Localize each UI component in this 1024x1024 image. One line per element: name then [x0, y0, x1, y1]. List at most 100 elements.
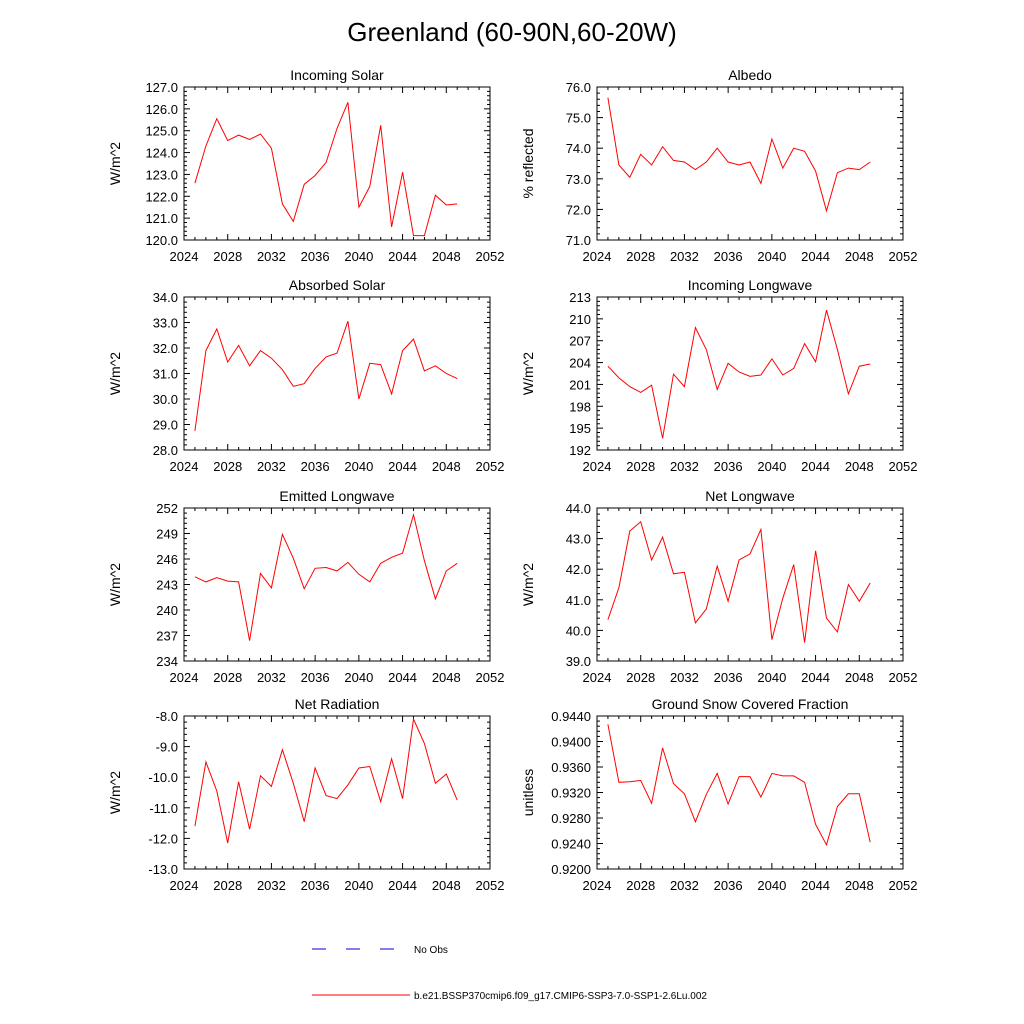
panel-8-xtick-label: 2040	[757, 878, 786, 893]
panel-7-ytick-label: -11.0	[149, 801, 178, 816]
panel-2-xtick-label: 2032	[670, 249, 699, 264]
panel-5-xtick-label: 2044	[388, 670, 417, 685]
panel-8-ytick-label: 0.9320	[551, 786, 591, 801]
panel-5-ytick-label: 243	[156, 578, 178, 593]
panel-6-xtick-label: 2036	[714, 670, 743, 685]
panel-1-title: Incoming Solar	[290, 67, 384, 83]
panel-5-xtick-label: 2052	[476, 670, 505, 685]
panel-7-xtick-label: 2048	[432, 878, 461, 893]
panel-7-xtick-label: 2040	[344, 878, 373, 893]
panel-6-xtick-label: 2028	[626, 670, 655, 685]
panel-5-xtick-label: 2032	[257, 670, 286, 685]
panel-2-ylabel: % reflected	[520, 128, 536, 198]
panel-3-xtick-label: 2028	[213, 459, 242, 474]
panel-4-series-line	[607, 309, 871, 439]
panel-7-xtick-label: 2044	[388, 878, 417, 893]
panel-2: 2024 2028 2032 2036 2040 2044 2048 2052 71.0 72.0…	[520, 67, 917, 264]
panel-4-ytick-label: 210	[569, 312, 591, 327]
panel-3-ytick-label: 28.0	[153, 443, 178, 458]
panel-7-xtick-label: 2028	[213, 878, 242, 893]
panel-7-ytick-label: -9.0	[156, 740, 178, 755]
panel-7-title: Net Radiation	[295, 696, 380, 712]
legend: No Obs b.e21.BSSP370cmip6.f09_g17.CMIP6-…	[312, 945, 707, 1002]
panel-4-xtick-label: 2036	[714, 459, 743, 474]
panel-4: 2024 2028 2032 2036 2040 2044 2048 2052 192 195 19…	[520, 277, 917, 474]
panel-1-frame	[183, 86, 491, 241]
panel-1-xtick-label: 2044	[388, 249, 417, 264]
panel-2-xtick-label: 2048	[845, 249, 874, 264]
panel-6: 2024 2028 2032 2036 2040 2044 2048 2052 39.0 40.0…	[520, 488, 917, 685]
panel-2-frame	[596, 86, 904, 241]
panel-3-xtick-label: 2040	[344, 459, 373, 474]
panel-8-series-line	[607, 724, 871, 847]
panel-1-xtick-label: 2024	[170, 249, 199, 264]
panel-6-ylabel: W/m^2	[520, 563, 536, 606]
panel-5-xtick-label: 2028	[213, 670, 242, 685]
panel-2-ytick-label: 73.0	[566, 172, 591, 187]
panel-3-xtick-label: 2024	[170, 459, 199, 474]
panel-1-ytick-label: 124.0	[145, 146, 178, 161]
panel-4-ytick-label: 213	[569, 290, 591, 305]
panel-1-xtick-label: 2048	[432, 249, 461, 264]
panel-5-ytick-label: 252	[156, 501, 178, 516]
panel-6-ytick-label: 39.0	[566, 654, 591, 669]
panel-3-xtick-label: 2032	[257, 459, 286, 474]
panel-5-ytick-label: 249	[156, 527, 178, 542]
panel-5-title: Emitted Longwave	[279, 488, 394, 504]
panel-1-series-line	[194, 102, 458, 237]
panel-7-xtick-label: 2036	[301, 878, 330, 893]
panel-3-ytick-label: 33.0	[153, 316, 178, 331]
panel-8-title: Ground Snow Covered Fraction	[652, 696, 849, 712]
panel-3-ytick-label: 29.0	[153, 418, 178, 433]
panel-3-series-line	[194, 321, 458, 431]
panel-5-xtick-label: 2048	[432, 670, 461, 685]
panel-5-ytick-label: 246	[156, 552, 178, 567]
panel-3-xtick-label: 2044	[388, 459, 417, 474]
panel-4-xtick-label: 2032	[670, 459, 699, 474]
panel-4-frame	[596, 296, 904, 451]
panel-5: 2024 2028 2032 2036 2040 2044 2048 2052 234 237 24…	[107, 488, 504, 685]
panel-8-xtick-label: 2044	[801, 878, 830, 893]
panel-3-xtick-label: 2052	[476, 459, 505, 474]
panel-3-ytick-label: 32.0	[153, 341, 178, 356]
panel-1-ytick-label: 120.0	[145, 233, 178, 248]
panel-6-ytick-label: 41.0	[566, 593, 591, 608]
panel-6-title: Net Longwave	[705, 488, 795, 504]
panel-5-ytick-label: 237	[156, 629, 178, 644]
panel-6-xtick-label: 2048	[845, 670, 874, 685]
panel-4-ytick-label: 204	[569, 356, 591, 371]
panel-5-series-line	[194, 512, 458, 641]
panel-2-xtick-label: 2036	[714, 249, 743, 264]
panel-4-xtick-label: 2040	[757, 459, 786, 474]
panel-1-xtick-label: 2032	[257, 249, 286, 264]
panel-8-ylabel: unitless	[520, 769, 536, 816]
panel-8-ytick-label: 0.9360	[551, 760, 591, 775]
panel-7-xtick-label: 2052	[476, 878, 505, 893]
panel-1-ytick-label: 125.0	[145, 124, 178, 139]
panel-4-xtick-label: 2028	[626, 459, 655, 474]
panel-1-xtick-label: 2028	[213, 249, 242, 264]
panel-6-series-line	[607, 520, 871, 643]
panel-5-frame	[183, 507, 491, 662]
panel-3-xtick-label: 2048	[432, 459, 461, 474]
panel-1-xtick-label: 2040	[344, 249, 373, 264]
panel-4-xtick-label: 2052	[889, 459, 918, 474]
panel-2-xtick-label: 2044	[801, 249, 830, 264]
panel-4-xtick-label: 2044	[801, 459, 830, 474]
panel-8-xtick-label: 2024	[583, 878, 612, 893]
panel-7-ytick-label: -12.0	[148, 831, 178, 846]
legend-model-label: b.e21.BSSP370cmip6.f09_g17.CMIP6-SSP3-7.…	[414, 991, 707, 1002]
panel-8-frame	[596, 715, 904, 870]
panel-4-title: Incoming Longwave	[688, 277, 813, 293]
panel-1-xtick-label: 2036	[301, 249, 330, 264]
panel-8-ytick-label: 0.9240	[551, 837, 591, 852]
panel-1-ytick-label: 122.0	[145, 189, 178, 204]
panel-7-ytick-label: -8.0	[156, 709, 178, 724]
panel-4-ytick-label: 198	[569, 399, 591, 414]
panel-6-xtick-label: 2052	[889, 670, 918, 685]
panel-4-ytick-label: 201	[569, 377, 591, 392]
panel-2-xtick-label: 2040	[757, 249, 786, 264]
panel-3: 2024 2028 2032 2036 2040 2044 2048 2052 28.0 29.0…	[107, 277, 504, 474]
panel-1-xtick-label: 2052	[476, 249, 505, 264]
panel-7-ylabel: W/m^2	[107, 771, 123, 814]
